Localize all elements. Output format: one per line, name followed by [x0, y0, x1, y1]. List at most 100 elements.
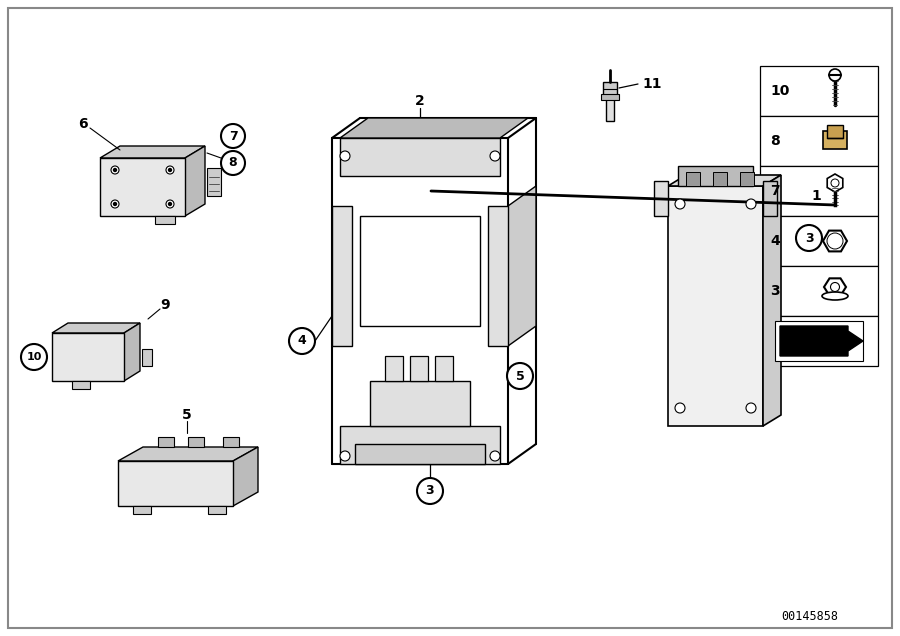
Polygon shape [52, 333, 124, 381]
Polygon shape [124, 323, 140, 381]
Circle shape [796, 225, 822, 251]
Polygon shape [654, 181, 668, 216]
Polygon shape [763, 175, 781, 426]
Text: 00145858: 00145858 [781, 609, 839, 623]
Bar [760, 66, 878, 116]
Text: 3: 3 [770, 284, 779, 298]
Text: 6: 6 [78, 117, 88, 131]
Polygon shape [142, 349, 152, 366]
Polygon shape [827, 174, 842, 192]
Polygon shape [824, 279, 846, 296]
Polygon shape [668, 186, 763, 426]
Polygon shape [52, 323, 140, 333]
Bar [760, 216, 878, 266]
Polygon shape [188, 437, 204, 447]
Circle shape [829, 69, 841, 81]
Circle shape [221, 151, 245, 175]
Polygon shape [370, 381, 470, 426]
Text: 11: 11 [643, 77, 662, 91]
Text: 5: 5 [516, 370, 525, 382]
Bar [760, 316, 878, 366]
Text: 10: 10 [770, 84, 789, 98]
Bar [760, 266, 878, 316]
Polygon shape [340, 138, 500, 176]
Polygon shape [118, 461, 233, 506]
Polygon shape [410, 356, 428, 381]
Polygon shape [668, 175, 781, 186]
Circle shape [675, 403, 685, 413]
Text: 9: 9 [160, 298, 170, 312]
Circle shape [340, 151, 350, 161]
Polygon shape [360, 216, 480, 326]
Polygon shape [488, 206, 508, 346]
Text: 3: 3 [805, 232, 814, 244]
Circle shape [221, 124, 245, 148]
Polygon shape [100, 146, 205, 158]
Circle shape [675, 199, 685, 209]
Text: 7: 7 [770, 184, 779, 198]
Polygon shape [207, 168, 221, 196]
Polygon shape [823, 131, 847, 149]
Polygon shape [72, 381, 90, 389]
Circle shape [831, 179, 839, 187]
Polygon shape [233, 447, 258, 506]
Polygon shape [713, 172, 727, 186]
Text: 10: 10 [26, 352, 41, 362]
Polygon shape [678, 166, 753, 186]
Polygon shape [601, 94, 619, 100]
Polygon shape [780, 326, 863, 356]
Circle shape [166, 200, 174, 208]
Text: 8: 8 [229, 156, 238, 170]
Polygon shape [355, 444, 485, 464]
Circle shape [289, 328, 315, 354]
Circle shape [111, 200, 119, 208]
Circle shape [490, 451, 500, 461]
Polygon shape [763, 181, 777, 216]
Polygon shape [606, 96, 614, 121]
Polygon shape [155, 216, 175, 224]
Polygon shape [385, 356, 403, 381]
Text: 8: 8 [770, 134, 779, 148]
Polygon shape [133, 506, 151, 514]
Bar [760, 166, 878, 216]
Text: 5: 5 [182, 408, 192, 422]
Circle shape [507, 363, 533, 389]
Text: 4: 4 [770, 234, 779, 248]
Circle shape [166, 166, 174, 174]
Circle shape [746, 403, 756, 413]
Polygon shape [340, 118, 528, 138]
Text: 3: 3 [426, 485, 435, 497]
Circle shape [340, 451, 350, 461]
Bar [760, 116, 878, 166]
Polygon shape [332, 206, 352, 346]
Circle shape [111, 166, 119, 174]
Polygon shape [100, 158, 185, 216]
Bar [775, 321, 863, 361]
Text: 4: 4 [298, 335, 306, 347]
Polygon shape [185, 146, 205, 216]
Polygon shape [508, 186, 536, 346]
Circle shape [831, 282, 840, 291]
Polygon shape [208, 506, 226, 514]
Ellipse shape [822, 292, 848, 300]
Polygon shape [223, 437, 239, 447]
Circle shape [746, 199, 756, 209]
Circle shape [827, 233, 843, 249]
Circle shape [113, 202, 116, 205]
Polygon shape [827, 125, 843, 138]
Polygon shape [603, 82, 617, 96]
Polygon shape [158, 437, 174, 447]
Polygon shape [340, 426, 500, 464]
Polygon shape [435, 356, 453, 381]
Polygon shape [686, 172, 700, 186]
Polygon shape [118, 447, 258, 461]
Text: 7: 7 [229, 130, 238, 142]
Circle shape [21, 344, 47, 370]
Circle shape [830, 236, 840, 246]
Polygon shape [823, 231, 847, 251]
Text: 1: 1 [811, 189, 821, 203]
Polygon shape [740, 172, 754, 186]
Circle shape [168, 202, 172, 205]
Circle shape [490, 151, 500, 161]
Text: 2: 2 [415, 94, 425, 108]
